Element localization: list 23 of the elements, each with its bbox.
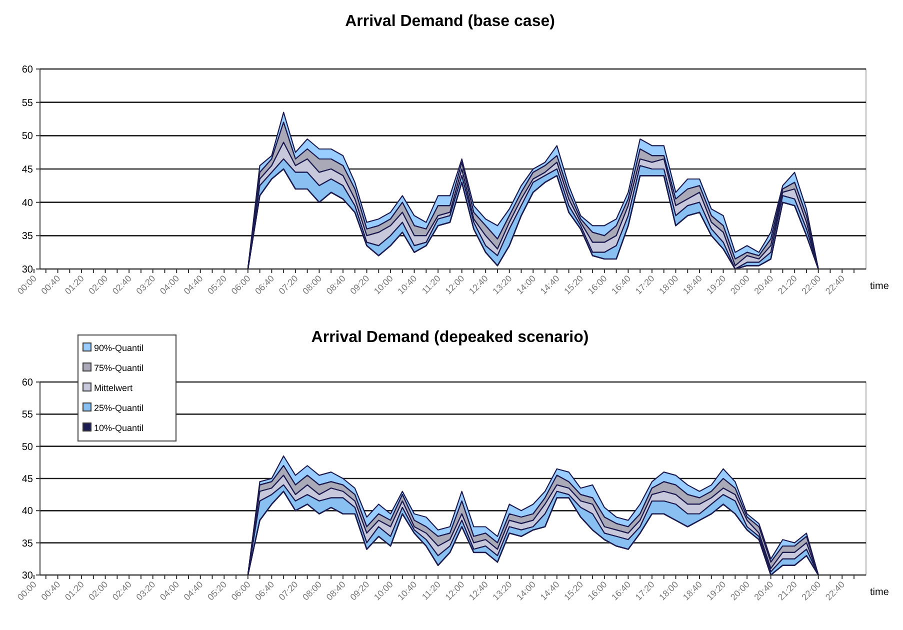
y-tick-label: 35 — [22, 538, 34, 550]
y-tick-label: 60 — [22, 378, 34, 388]
legend-label: Mittelwert — [94, 383, 134, 393]
legend-label: 25%-Quantil — [94, 403, 144, 413]
y-tick-label: 55 — [22, 98, 34, 109]
y-tick-label: 35 — [22, 231, 34, 242]
legend-label: 10%-Quantil — [94, 423, 144, 433]
y-tick-label: 30 — [22, 264, 34, 276]
chart-title: Arrival Demand (depeaked scenario) — [311, 329, 589, 346]
y-tick-label: 45 — [22, 474, 34, 485]
y-tick-label: 40 — [22, 506, 34, 518]
y-tick-label: 60 — [22, 64, 34, 76]
x-axis-title: time — [870, 281, 890, 292]
y-tick-label: 30 — [22, 570, 34, 582]
y-tick-label: 55 — [22, 410, 34, 421]
chart-title: Arrival Demand (base case) — [345, 13, 555, 30]
y-tick-label: 45 — [22, 164, 34, 176]
x-axis-title: time — [870, 587, 890, 598]
legend-label: 90%-Quantil — [94, 343, 144, 353]
y-tick-label: 40 — [22, 198, 34, 209]
y-tick-label: 50 — [22, 131, 34, 142]
y-tick-label: 50 — [22, 442, 34, 453]
legend-label: 75%-Quantil — [94, 363, 144, 373]
